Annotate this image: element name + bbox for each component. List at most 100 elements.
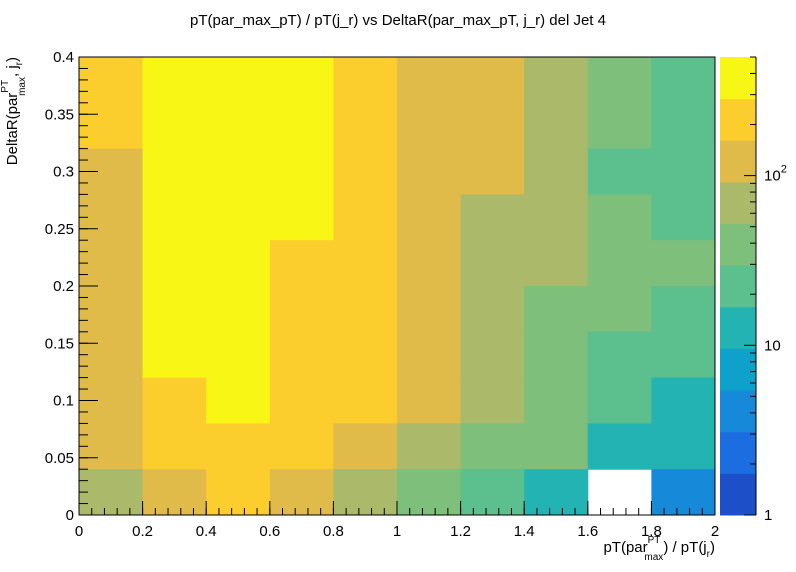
- heatmap-cell: [397, 286, 462, 333]
- heatmap-cell: [206, 148, 271, 195]
- heatmap-cell: [269, 469, 334, 516]
- color-scale-swatch: [720, 265, 756, 308]
- heatmap-cell: [269, 102, 334, 150]
- heatmap-cell: [651, 240, 716, 287]
- heatmap-cell: [79, 194, 144, 241]
- heatmap-cell: [397, 423, 462, 470]
- heatmap-cell: [79, 331, 144, 379]
- heatmap-cell: [79, 57, 144, 104]
- x-tick-label: 0.4: [196, 523, 217, 540]
- heatmap-cell: [460, 148, 525, 195]
- heatmap-cell: [397, 57, 462, 104]
- heatmap-cell: [333, 148, 398, 195]
- y-tick-label: 0: [66, 507, 74, 524]
- x-axis: 0 0.2 0.4 0.6 0.8 1 1.2 1.4 1.6 1.8 2: [75, 501, 719, 540]
- heatmap-cells: [79, 57, 716, 516]
- heatmap-cell: [587, 102, 652, 150]
- chart-title: pT(par_max_pT) / pT(j_r) vs DeltaR(par_m…: [190, 12, 606, 29]
- heatmap-cell: [460, 102, 525, 150]
- heatmap-cell: [524, 57, 589, 104]
- heatmap-cell: [142, 240, 207, 287]
- heatmap-cell: [142, 331, 207, 379]
- heatmap-cell: [333, 423, 398, 470]
- x-tick-label: 0.6: [259, 523, 280, 540]
- heatmap-cell: [269, 331, 334, 379]
- color-scale-swatch: [720, 390, 756, 433]
- y-tick-label: 0.15: [45, 335, 74, 352]
- heatmap-cell: [397, 194, 462, 241]
- heatmap-cell: [142, 286, 207, 333]
- y-axis: 0 0.05 0.1 0.15 0.2 0.25 0.3 0.35 0.4: [45, 49, 98, 524]
- heatmap-cell: [269, 57, 334, 104]
- x-tick-label: 0: [75, 523, 83, 540]
- heatmap-cell: [460, 423, 525, 470]
- heatmap-cell: [206, 102, 271, 150]
- heatmap-cell: [460, 57, 525, 104]
- heatmap-cell: [524, 286, 589, 333]
- x-tick-label: 1.8: [641, 523, 662, 540]
- heatmap-cell: [397, 102, 462, 150]
- heatmap-cell: [524, 423, 589, 470]
- heatmap-cell: [587, 194, 652, 241]
- x-tick-label: 0.2: [132, 523, 153, 540]
- x-tick-label: 1.6: [577, 523, 598, 540]
- heatmap-cell: [524, 102, 589, 150]
- heatmap-cell: [333, 286, 398, 333]
- heatmap-cell: [269, 377, 334, 424]
- y-tick-label: 0.3: [53, 164, 74, 181]
- heatmap-cell: [460, 377, 525, 424]
- y-tick-label: 0.25: [45, 221, 74, 238]
- y-tick-label: 0.4: [53, 49, 74, 66]
- color-scale-swatch: [720, 431, 756, 474]
- heatmap-cell: [142, 57, 207, 104]
- heatmap-cell: [142, 102, 207, 150]
- color-scale-swatch: [720, 306, 756, 349]
- heatmap-cell: [206, 423, 271, 470]
- y-tick-label: 0.2: [53, 278, 74, 295]
- heatmap-cell: [333, 377, 398, 424]
- heatmap-cell: [460, 331, 525, 379]
- heatmap-cell: [142, 148, 207, 195]
- heatmap-cell: [397, 240, 462, 287]
- color-scale-swatch: [720, 98, 756, 141]
- heatmap-cell: [524, 377, 589, 424]
- heatmap-cell: [651, 102, 716, 150]
- heatmap-cell: [333, 57, 398, 104]
- color-scale-swatch: [720, 348, 756, 391]
- heatmap-cell: [651, 377, 716, 424]
- color-scale-tick-label: 102: [764, 164, 787, 185]
- heatmap-cell: [142, 194, 207, 241]
- heatmap-cell: [524, 331, 589, 379]
- heatmap-cell: [397, 377, 462, 424]
- heatmap-cell: [333, 331, 398, 379]
- heatmap-cell: [524, 148, 589, 195]
- heatmap-cell: [651, 57, 716, 104]
- heatmap-cell: [206, 240, 271, 287]
- heatmap-cell: [587, 57, 652, 104]
- color-scale-swatch: [720, 181, 756, 225]
- heatmap-cell: [333, 469, 398, 516]
- heatmap-cell: [206, 286, 271, 333]
- heatmap-cell: [269, 423, 334, 470]
- color-scale-tick-label: 1: [764, 507, 772, 524]
- heatmap-cell: [587, 423, 652, 470]
- heatmap-cell: [587, 286, 652, 333]
- heatmap-cell: [524, 194, 589, 241]
- color-scale-axis: 1 10 102: [744, 56, 787, 524]
- heatmap-cell: [651, 331, 716, 379]
- heatmap-cell: [206, 194, 271, 241]
- heatmap-cell: [587, 240, 652, 287]
- heatmap-cell: [587, 377, 652, 424]
- x-axis-label: pT(parPT max) / pT(jr): [603, 535, 715, 563]
- heatmap-cell: [397, 331, 462, 379]
- heatmap-cell: [397, 469, 462, 516]
- heatmap-cell: [333, 102, 398, 150]
- heatmap-cell: [269, 286, 334, 333]
- y-tick-label: 0.1: [53, 393, 74, 410]
- y-tick-label: 0.05: [45, 450, 74, 467]
- heatmap-cell: [79, 286, 144, 333]
- heatmap-cell: [79, 102, 144, 150]
- heatmap-cell: [206, 57, 271, 104]
- heatmap-cell: [460, 240, 525, 287]
